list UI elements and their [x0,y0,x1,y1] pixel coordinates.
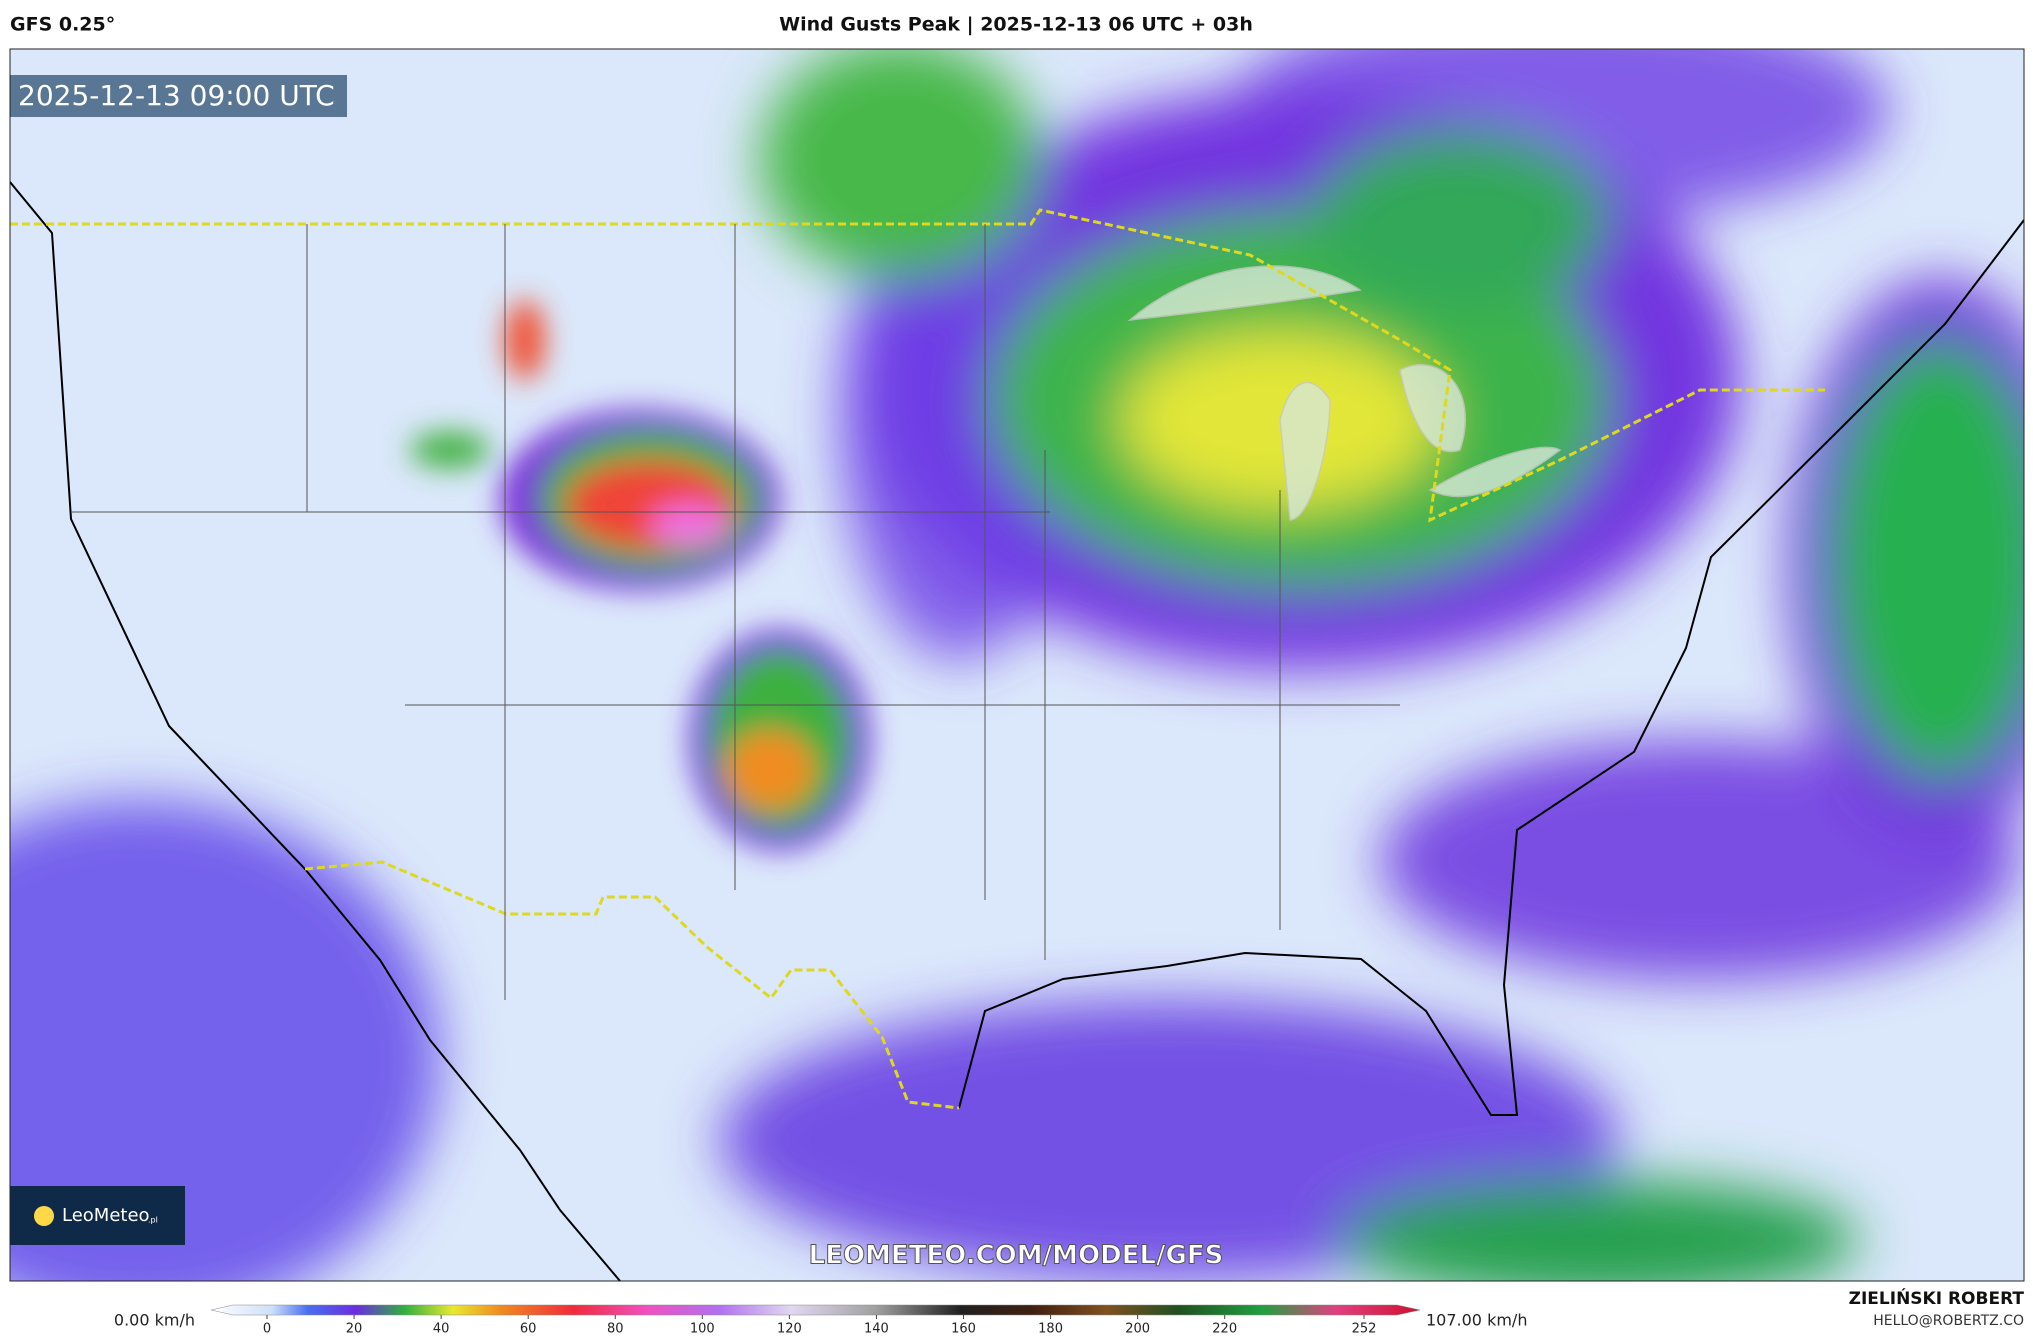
mexico-border [304,860,960,1110]
map-title: Wind Gusts Peak | 2025-12-13 06 UTC + 03… [779,14,1253,36]
colorbar-tick-label: 40 [433,1322,450,1337]
colorbar-tick-label: 0 [263,1322,271,1337]
model-label: GFS 0.25° [10,14,115,36]
map-frame [9,48,2025,1282]
min-label: 0.00 km/h [114,1311,195,1330]
lakes [1127,265,1562,521]
canada-border [10,208,1825,523]
timestamp-box [10,75,347,117]
email: HELLO@ROBERTZ.CO [1873,1313,2024,1329]
logo-sun [34,1206,54,1226]
colorbar-tick-label: 20 [346,1322,363,1337]
colorbar-tick-label: 60 [520,1322,537,1337]
colorbar-tick-label: 100 [690,1322,715,1337]
state-lines [71,224,1400,1000]
colorbar-tick-label: 200 [1125,1322,1150,1337]
colorbar-tick-label: 120 [777,1322,802,1337]
logo-text: LeoMeteo [62,1205,150,1226]
colorbar-gradient [210,1304,1421,1316]
max-label: 107.00 km/h [1426,1311,1527,1330]
coastlines [10,181,2024,1281]
colorbar-tick-label: 180 [1038,1322,1063,1337]
colorbar-tick-label: 220 [1212,1322,1237,1337]
colorbar-tick-label: 252 [1352,1322,1377,1337]
colorbar-tick-label: 140 [864,1322,889,1337]
watermark: LEOMETEO.COM/MODEL/GFS [809,1241,1224,1271]
logo-domain: .pl [148,1216,158,1225]
colorbar: 0.00 km/h 107.00 km/h 0 20 40 60 80 100 120 140… [114,1304,1527,1337]
valid-time: 2025-12-13 09:00 UTC [18,79,335,112]
author: ZIELIŃSKI ROBERT [1849,1287,2025,1309]
colorbar-tick-label: 80 [607,1322,624,1337]
colorbar-tick-label: 160 [951,1322,976,1337]
